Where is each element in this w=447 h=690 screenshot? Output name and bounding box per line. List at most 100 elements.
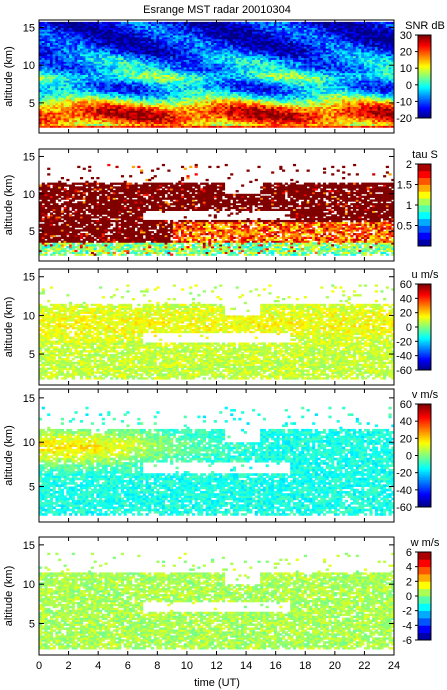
heatmap-cell	[164, 61, 168, 64]
heatmap-cell	[120, 87, 125, 91]
heatmap-cell	[140, 125, 144, 128]
heatmap-cell	[131, 27, 135, 30]
heatmap-cell	[96, 114, 100, 117]
heatmap-cell	[77, 74, 81, 77]
heatmap-cell	[69, 65, 73, 68]
heatmap-cell	[79, 89, 84, 92]
heatmap-cell	[131, 99, 135, 102]
heatmap-cell	[142, 63, 146, 66]
heatmap-cell	[145, 117, 149, 121]
heatmap-cell	[58, 74, 62, 77]
heatmap-cell	[55, 102, 59, 106]
heatmap-cell	[140, 25, 144, 28]
heatmap-cell	[82, 112, 86, 115]
heatmap-cell	[159, 65, 163, 68]
heatmap-cell	[167, 48, 171, 51]
heatmap-cell	[82, 74, 86, 77]
heatmap-cell	[167, 119, 171, 123]
heatmap-cell	[71, 25, 75, 28]
heatmap-cell	[60, 119, 64, 123]
heatmap-cell	[88, 27, 92, 30]
heatmap-cell	[142, 59, 146, 62]
heatmap-cell	[71, 72, 75, 76]
heatmap-cell	[129, 52, 133, 55]
heatmap-cell	[118, 23, 122, 27]
heatmap-cell	[164, 93, 168, 96]
heatmap-cell	[71, 59, 75, 62]
heatmap-cell	[145, 93, 149, 96]
heatmap-cell	[145, 72, 149, 76]
heatmap-cell	[79, 70, 84, 74]
heatmap-cell	[82, 104, 86, 108]
heatmap-cell	[131, 80, 135, 83]
heatmap-cell	[131, 35, 135, 38]
heatmap-cell	[85, 89, 89, 92]
heatmap-cell	[96, 102, 100, 106]
heatmap-cell	[77, 21, 81, 25]
heatmap-cell	[47, 61, 51, 64]
heatmap-cell	[66, 80, 70, 83]
heatmap-cell	[93, 31, 97, 34]
heatmap-cell	[88, 93, 92, 96]
heatmap-cell	[77, 33, 81, 36]
heatmap-cell	[66, 50, 70, 53]
heatmap-cell	[63, 23, 67, 27]
heatmap-cell	[235, 21, 239, 25]
heatmap-cell	[52, 97, 56, 100]
heatmap-cell	[63, 108, 67, 111]
heatmap-cell	[167, 99, 171, 102]
heatmap-cell	[96, 125, 100, 128]
heatmap-cell	[90, 29, 95, 32]
heatmap-cell	[156, 85, 160, 89]
heatmap-cell	[71, 93, 75, 96]
heatmap-cell	[99, 95, 103, 98]
heatmap-cell	[63, 38, 67, 42]
heatmap-cell	[41, 42, 45, 45]
heatmap-cell	[172, 108, 176, 111]
heatmap-cell	[90, 116, 95, 119]
heatmap-cell	[88, 53, 92, 57]
heatmap-cell	[156, 23, 160, 27]
heatmap-cell	[66, 85, 70, 89]
heatmap-cell	[156, 99, 160, 102]
heatmap-cell	[150, 31, 155, 34]
heatmap-cell	[137, 21, 141, 25]
heatmap-cell	[96, 23, 100, 27]
heatmap-cell	[142, 48, 146, 51]
heatmap-cell	[140, 55, 144, 59]
heatmap-cell	[60, 61, 64, 64]
heatmap-cell	[79, 112, 84, 115]
heatmap-cell	[41, 27, 45, 30]
heatmap-cell	[134, 121, 138, 124]
heatmap-cell	[112, 70, 116, 74]
heatmap-cell	[112, 44, 116, 47]
heatmap-cell	[90, 36, 95, 40]
heatmap-cell	[52, 21, 56, 25]
heatmap-cell	[52, 52, 56, 55]
heatmap-cell	[134, 78, 138, 81]
heatmap-cell	[104, 38, 108, 42]
heatmap-cell	[159, 46, 163, 49]
heatmap-cell	[148, 23, 152, 27]
heatmap-cell	[66, 23, 70, 27]
heatmap-cell	[74, 116, 78, 119]
heatmap-cell	[96, 40, 100, 43]
heatmap-cell	[137, 119, 141, 123]
heatmap-cell	[79, 87, 84, 91]
heatmap-cell	[150, 27, 155, 30]
heatmap-cell	[172, 80, 176, 83]
heatmap-cell	[131, 95, 135, 98]
heatmap-cell	[148, 114, 152, 117]
heatmap-cell	[71, 52, 75, 55]
heatmap-cell	[131, 78, 135, 81]
heatmap-cell	[110, 52, 114, 55]
heatmap-cell	[44, 21, 48, 25]
heatmap-cell	[85, 70, 89, 74]
heatmap-cell	[47, 21, 51, 25]
heatmap-cell	[148, 42, 152, 45]
heatmap-cell	[101, 87, 105, 91]
heatmap-cell	[134, 72, 138, 76]
heatmap-cell	[118, 106, 122, 109]
heatmap-cell	[150, 48, 155, 51]
heatmap-cell	[134, 76, 138, 79]
